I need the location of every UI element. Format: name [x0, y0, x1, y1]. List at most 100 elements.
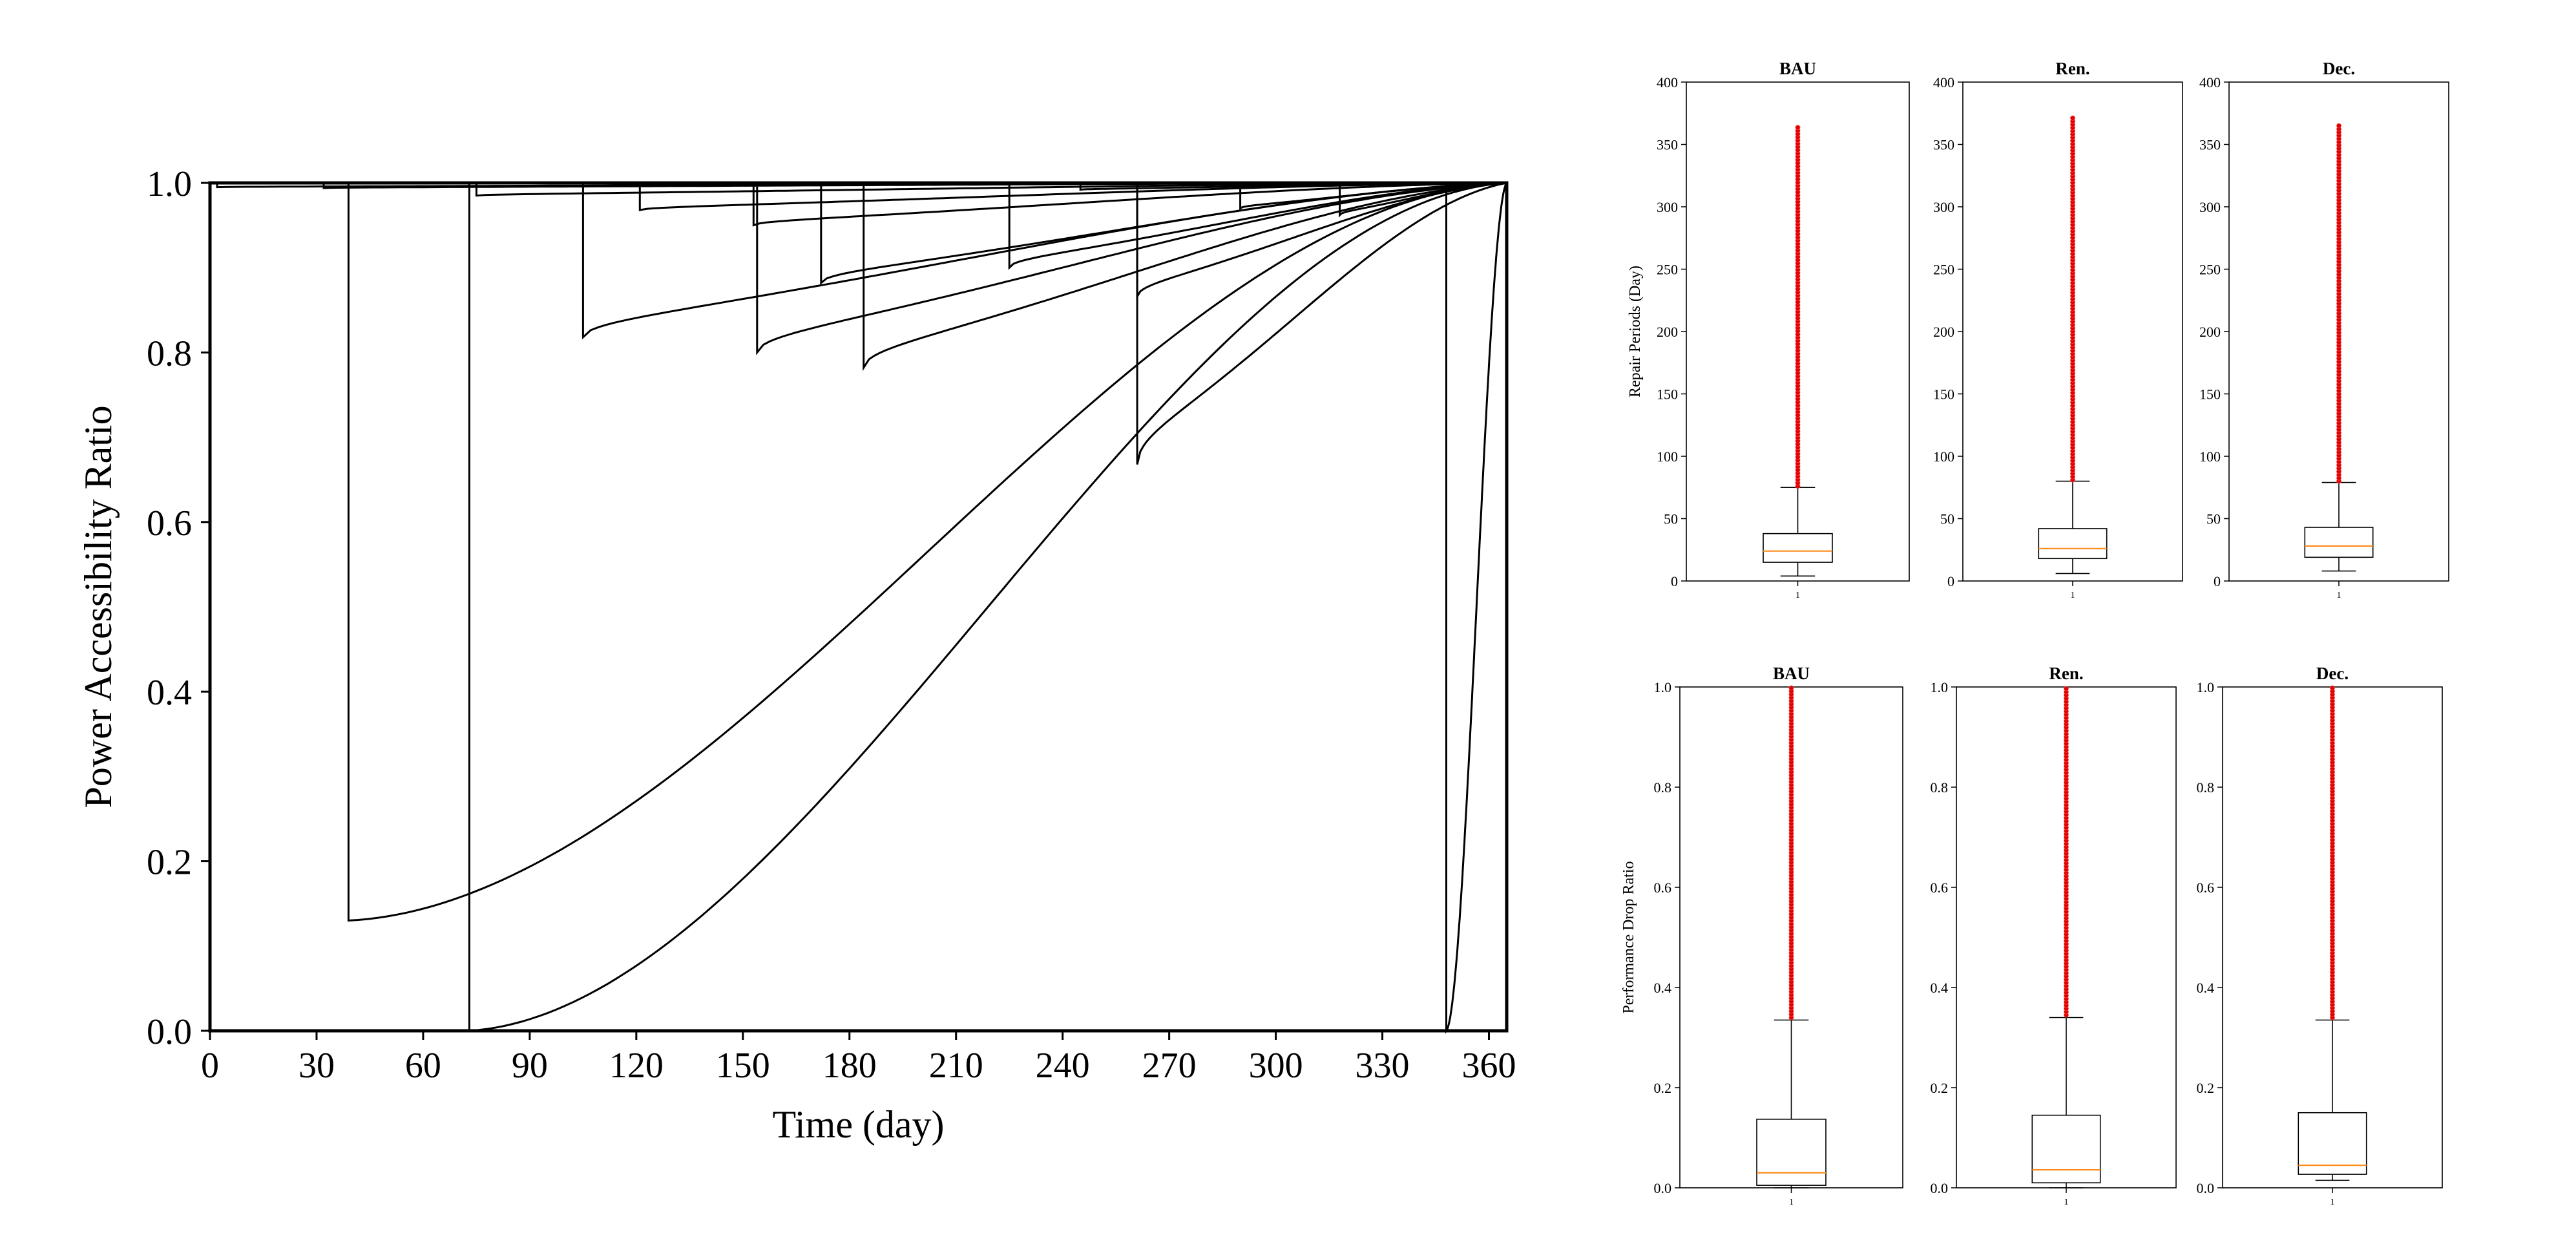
iqr-box: [2031, 1114, 2101, 1184]
boxplot-title: Dec.: [2316, 664, 2349, 683]
outlier-points: [2336, 123, 2341, 484]
iqr-box: [2304, 527, 2374, 558]
iqr-box: [2038, 528, 2108, 560]
x-tick-label: 270: [1142, 1046, 1197, 1086]
x-tick-label: 150: [716, 1046, 770, 1086]
boxplot-y-tick-label: 0.2: [2197, 1080, 2215, 1096]
boxplot-panel-ren-2: [1958, 81, 2183, 586]
boxplot-y-tick-label: 0: [1671, 573, 1678, 589]
boxplot-y-tick-label: 200: [1933, 324, 1954, 340]
y-tick-label: 0.8: [147, 333, 192, 374]
boxplot-y-tick-label: 0.2: [1654, 1080, 1672, 1096]
outlier-point: [1788, 685, 1794, 691]
boxplot-y-tick-label: 0: [1947, 573, 1954, 589]
boxplot-panel-bau-1: [1681, 81, 1910, 586]
iqr-box: [1756, 1119, 1827, 1186]
boxplot-y-tick-label: 0.2: [1931, 1080, 1949, 1096]
x-tick-label: 240: [1036, 1046, 1090, 1086]
recovery-curve-13: [1079, 182, 1507, 191]
boxplot-y-tick-label: 100: [1933, 449, 1954, 465]
boxplot-y-tick-label: 300: [1657, 199, 1678, 215]
x-tick-label: 360: [1462, 1046, 1516, 1086]
recovery-curve-8: [752, 182, 1507, 227]
y-tick-label: 0.0: [147, 1012, 192, 1052]
boxplot-y-tick-label: 200: [1657, 324, 1678, 340]
iqr-box: [2298, 1112, 2367, 1175]
boxplot-y-tick-label: 300: [1933, 199, 1954, 215]
x-tick-label: 300: [1249, 1046, 1303, 1086]
boxplot-y-tick-label: 350: [1933, 137, 1954, 153]
boxplot-y-tick-label: 400: [1933, 74, 1954, 90]
recovery-curve-3: [347, 182, 1507, 922]
recovery-curve-16: [1239, 182, 1507, 210]
outlier-points: [2070, 115, 2075, 483]
boxplot-panel-dec-6: [2217, 685, 2443, 1193]
boxplot-y-tick-label: 0: [2214, 573, 2221, 589]
recovery-curve-18: [1445, 182, 1508, 1034]
outlier-point: [2064, 686, 2069, 691]
y-tick-label: 1.0: [147, 164, 192, 204]
y-tick-label: 0.6: [147, 503, 192, 544]
boxplot-y-tick-label: 350: [1657, 137, 1678, 153]
boxplot-title: Ren.: [2049, 664, 2083, 683]
boxplot-y-tick-label: 350: [2199, 137, 2221, 153]
boxplot-y-tick-label: 50: [1940, 511, 1954, 527]
boxplot-y-tick-label: 0.8: [1931, 779, 1949, 796]
boxplot-y-tick-label: 400: [1657, 74, 1678, 90]
boxplot-y-tick-label: 1.0: [1654, 679, 1672, 695]
boxplot-y-tick-label: 0.0: [2197, 1180, 2215, 1196]
boxplot-y-tick-label: 0.4: [1654, 980, 1672, 996]
outlier-points: [1788, 685, 1794, 1020]
y-tick-label: 0.4: [147, 673, 192, 713]
boxplot-title: Ren.: [2055, 59, 2089, 78]
outlier-point: [2336, 123, 2341, 129]
x-tick-label: 210: [929, 1046, 983, 1086]
x-tick-label: 30: [298, 1046, 335, 1086]
outlier-point: [2070, 115, 2075, 121]
boxplot-y-tick-label: 250: [1657, 262, 1678, 278]
boxplot-x-tick-label: 1: [2064, 1198, 2069, 1207]
main-line-chart: [201, 181, 1509, 1040]
boxplot-x-tick-label: 1: [1796, 591, 1800, 600]
x-tick-label: 330: [1356, 1046, 1410, 1086]
boxplot-y-tick-label: 1.0: [1931, 679, 1949, 695]
x-axis-label: Time (day): [772, 1103, 944, 1146]
boxplot-y-tick-label: 300: [2199, 199, 2221, 215]
recovery-curve-4: [468, 182, 1507, 1032]
boxplot-y-tick-label: 0.0: [1931, 1180, 1949, 1196]
boxplot-y-tick-label: 100: [2199, 449, 2221, 465]
boxplot-y-tick-label: 0.8: [1654, 779, 1672, 796]
boxplot-y-tick-label: 150: [1933, 386, 1954, 403]
outlier-points: [1795, 125, 1801, 489]
boxplot-panel-bau-4: [1675, 685, 1903, 1193]
recovery-curve-14: [1136, 182, 1507, 465]
boxplot-y-tick-label: 200: [2199, 324, 2221, 340]
outlier-points: [2064, 686, 2069, 1018]
boxplot-y-tick-label: 100: [1657, 449, 1678, 465]
x-tick-label: 0: [201, 1046, 219, 1086]
boxplot-y-tick-label: 0.4: [1931, 980, 1949, 996]
recovery-curve-9: [756, 182, 1507, 355]
boxplot-y-tick-label: 0.4: [2197, 980, 2215, 996]
outlier-points: [2330, 685, 2335, 1020]
y-tick-label: 0.2: [147, 843, 192, 883]
boxplot-y-tick-label: 150: [1657, 386, 1678, 403]
main-plot-frame: [208, 181, 1509, 1033]
boxplot-y-tick-label: 150: [2199, 386, 2221, 403]
boxplot-y-tick-label: 0.8: [2197, 779, 2215, 796]
boxplot-y-axis-label: Performance Drop Ratio: [1620, 861, 1637, 1014]
x-tick-label: 60: [405, 1046, 441, 1086]
recovery-curve-17: [1339, 182, 1507, 218]
boxplot-y-tick-label: 250: [1933, 262, 1954, 278]
boxplot-y-tick-label: 250: [2199, 262, 2221, 278]
boxplot-x-tick-label: 1: [2330, 1198, 2335, 1207]
boxplot-y-tick-label: 0.6: [1654, 880, 1672, 896]
boxplot-y-tick-label: 0.0: [1654, 1180, 1672, 1196]
boxplot-y-tick-label: 0.6: [2197, 880, 2215, 896]
boxplot-x-tick-label: 1: [2071, 591, 2075, 600]
outlier-point: [1795, 125, 1801, 131]
boxplot-y-axis-label: Repair Periods (Day): [1627, 266, 1644, 397]
boxplot-panel-ren-5: [1951, 686, 2177, 1193]
boxplot-x-tick-label: 1: [1789, 1198, 1794, 1207]
